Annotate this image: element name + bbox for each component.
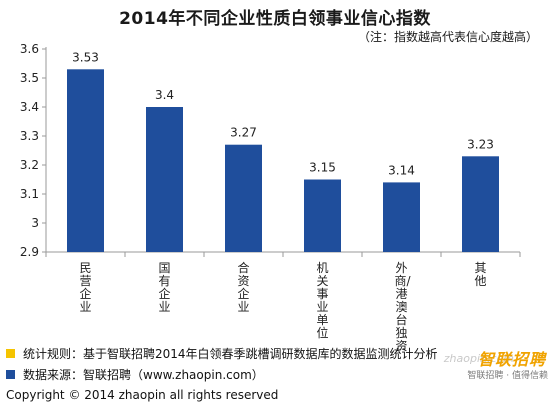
y-tick-label: 2.9 (20, 245, 39, 259)
y-axis-ticks: 2.9 3 3.1 3.2 3.3 3.4 3.5 3.6 (20, 42, 46, 259)
x-category-label: 国有企业 (158, 261, 171, 314)
bar (67, 69, 104, 252)
chart-title: 2014年不同企业性质白领事业信心指数 (119, 9, 431, 29)
bars (67, 69, 499, 252)
footer-source-text: 数据来源：智联招聘（www.zhaopin.com） (23, 368, 264, 382)
bar (462, 156, 499, 252)
bar (225, 144, 262, 252)
data-label: 3.53 (72, 50, 99, 64)
chart-note: （注：指数越高代表信心度越高） (357, 30, 538, 44)
x-category-label: 外商/港澳台独资 (394, 261, 411, 353)
data-label: 3.4 (155, 88, 174, 102)
x-category-label: 其他 (474, 261, 487, 288)
bar (146, 107, 183, 252)
data-labels: 3.53 3.4 3.27 3.15 3.14 3.23 (72, 50, 494, 177)
logo-sub: 智联招聘 · 值得信赖 (467, 371, 548, 381)
x-category-label: 民营企业 (79, 261, 92, 314)
bar (304, 179, 341, 252)
source-swatch (6, 370, 15, 379)
copyright-text: Copyright © 2014 zhaopin all rights rese… (6, 388, 279, 402)
y-tick-label: 3.3 (20, 129, 39, 143)
rule-swatch (6, 349, 15, 358)
logo-main: 智联招聘 (477, 350, 546, 369)
data-label: 3.23 (467, 137, 494, 151)
y-tick-label: 3 (31, 216, 39, 230)
y-tick-label: 3.5 (20, 71, 39, 85)
y-tick-label: 3.2 (20, 158, 39, 172)
data-label: 3.15 (309, 161, 336, 175)
footer-source-row: 数据来源：智联招聘（www.zhaopin.com） (6, 366, 264, 383)
x-category-label: 合资企业 (237, 261, 250, 314)
y-tick-label: 3.1 (20, 187, 39, 201)
bar (383, 182, 420, 252)
footer-rule-row: 统计规则：基于智联招聘2014年白领春季跳槽调研数据库的数据监测统计分析 (6, 345, 438, 362)
y-tick-label: 3.4 (20, 100, 39, 114)
data-label: 3.27 (230, 126, 257, 140)
footer-rule-text: 统计规则：基于智联招聘2014年白领春季跳槽调研数据库的数据监测统计分析 (23, 347, 438, 361)
x-category-label: 机关事业单位 (316, 261, 329, 340)
y-tick-label: 3.6 (20, 42, 39, 56)
data-label: 3.14 (388, 163, 415, 177)
logo-domain: zhaopin.com (443, 352, 514, 365)
chart-axes (45, 47, 521, 257)
zhaopin-logo: zhaopin.com 智联招聘 智联招聘 · 值得信赖 (444, 346, 550, 404)
